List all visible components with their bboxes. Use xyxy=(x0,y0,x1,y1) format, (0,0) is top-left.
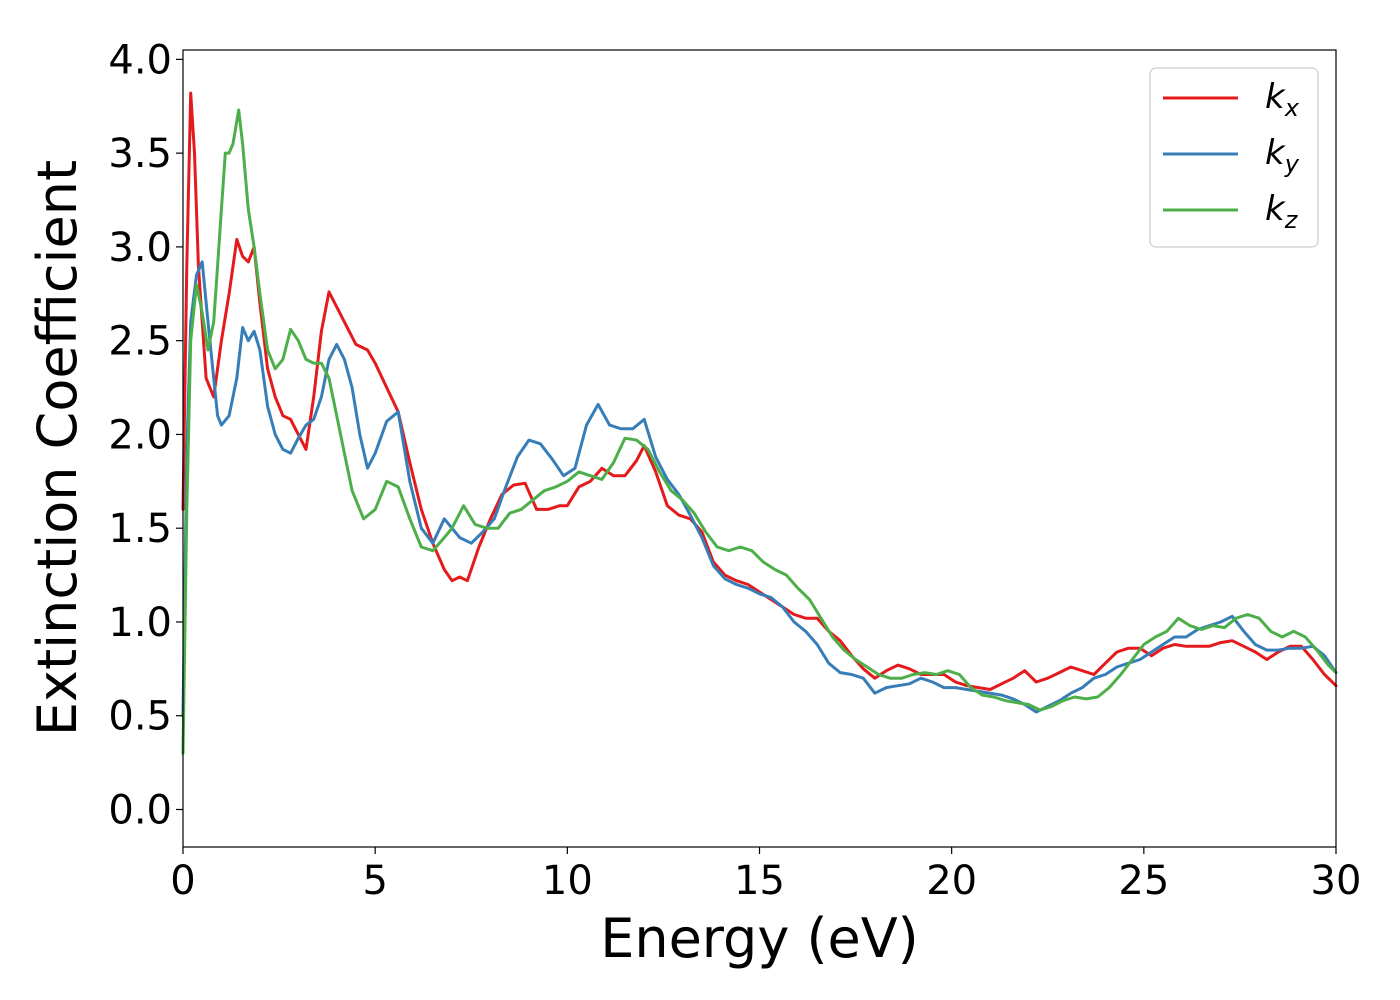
y-tick-label: 0.5 xyxy=(108,694,172,740)
legend-label-ky: ky xyxy=(1265,133,1300,178)
legend-label-kx: kx xyxy=(1265,77,1300,122)
x-tick-label: 0 xyxy=(170,858,195,904)
x-axis: 0 5 10 15 20 25 30 xyxy=(170,847,1361,904)
x-tick-label: 30 xyxy=(1311,858,1362,904)
y-tick-label: 0.0 xyxy=(108,787,172,833)
y-tick-label: 4.0 xyxy=(108,37,172,83)
legend: kx ky kz xyxy=(1149,67,1319,248)
legend-label-kz: kz xyxy=(1265,189,1299,234)
series-line-ky xyxy=(181,260,1338,718)
y-axis: 0.0 0.5 1.0 1.5 2.0 2.5 3.0 3.5 4.0 xyxy=(108,37,183,833)
y-tick-label: 2.5 xyxy=(108,319,172,365)
y-tick-label: 3.5 xyxy=(108,131,172,177)
plot-lines xyxy=(181,91,1338,755)
y-tick-label: 2.0 xyxy=(108,412,172,458)
x-tick-label: 25 xyxy=(1118,858,1169,904)
series-line-kx xyxy=(181,91,1338,691)
y-tick-label: 3.0 xyxy=(108,225,172,271)
x-tick-label: 10 xyxy=(542,858,593,904)
series-line-kz xyxy=(181,108,1338,755)
y-axis-title: Extinction Coefficient xyxy=(26,160,89,736)
y-tick-label: 1.0 xyxy=(108,600,172,646)
x-tick-label: 20 xyxy=(926,858,977,904)
y-tick-label: 1.5 xyxy=(108,506,172,552)
legend-box xyxy=(1149,67,1319,248)
x-tick-label: 15 xyxy=(734,858,785,904)
x-axis-title: Energy (eV) xyxy=(600,907,919,970)
x-tick-label: 5 xyxy=(362,858,387,904)
